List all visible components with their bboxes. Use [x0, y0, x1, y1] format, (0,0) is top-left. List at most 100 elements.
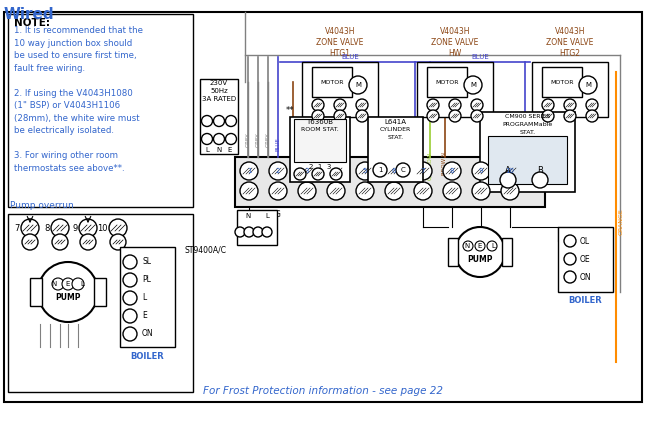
Text: L: L: [491, 243, 495, 249]
Circle shape: [52, 278, 64, 290]
Circle shape: [240, 162, 258, 180]
Circle shape: [472, 182, 490, 200]
Circle shape: [298, 182, 316, 200]
Circle shape: [262, 227, 272, 237]
Circle shape: [586, 99, 598, 111]
Circle shape: [214, 133, 225, 144]
Circle shape: [201, 116, 212, 127]
Circle shape: [564, 110, 576, 122]
Text: ROOM STAT.: ROOM STAT.: [301, 127, 339, 132]
Text: L641A: L641A: [384, 119, 406, 125]
Circle shape: [312, 110, 324, 122]
Text: BLUE: BLUE: [471, 54, 489, 60]
Text: 7: 7: [15, 224, 20, 233]
Circle shape: [327, 162, 345, 180]
Circle shape: [586, 110, 598, 122]
Circle shape: [123, 309, 137, 323]
Circle shape: [79, 219, 97, 237]
Text: V4043H
ZONE VALVE
HTG2: V4043H ZONE VALVE HTG2: [546, 27, 594, 58]
Circle shape: [464, 76, 482, 94]
Text: GREY: GREY: [245, 132, 250, 146]
Text: 230V
50Hz
3A RATED: 230V 50Hz 3A RATED: [202, 80, 236, 102]
Text: 5: 5: [363, 168, 367, 174]
Circle shape: [22, 234, 38, 250]
Text: STAT.: STAT.: [388, 135, 404, 140]
Circle shape: [80, 234, 96, 250]
Bar: [427, 67, 467, 97]
Circle shape: [62, 278, 74, 290]
Text: BOILER: BOILER: [569, 296, 602, 305]
Circle shape: [356, 99, 368, 111]
Text: L: L: [265, 213, 269, 219]
Text: G/YELLOW: G/YELLOW: [428, 152, 432, 180]
Text: L: L: [205, 147, 209, 153]
Circle shape: [226, 116, 237, 127]
Circle shape: [38, 262, 98, 322]
Bar: [237, 210, 277, 245]
Circle shape: [269, 182, 287, 200]
Text: N: N: [51, 281, 57, 287]
Circle shape: [235, 227, 245, 237]
Text: B: B: [537, 165, 543, 175]
Bar: [120, 247, 175, 347]
Text: PL: PL: [142, 276, 151, 284]
Circle shape: [201, 133, 212, 144]
Text: BLUE: BLUE: [341, 54, 359, 60]
Circle shape: [253, 227, 263, 237]
Bar: [290, 117, 350, 182]
Circle shape: [226, 133, 237, 144]
Text: G/YELLOW: G/YELLOW: [538, 152, 542, 180]
Text: ORANGE: ORANGE: [518, 124, 523, 150]
Text: 2  1  3: 2 1 3: [309, 164, 331, 170]
Circle shape: [427, 110, 439, 122]
Circle shape: [385, 162, 403, 180]
Text: BROWN: BROWN: [291, 142, 296, 163]
Bar: [94, 278, 106, 306]
Bar: [8, 14, 193, 207]
Bar: [235, 157, 545, 207]
Text: V4043H
ZONE VALVE
HTG1: V4043H ZONE VALVE HTG1: [316, 27, 364, 58]
Circle shape: [51, 219, 69, 237]
Circle shape: [214, 116, 225, 127]
Circle shape: [327, 182, 345, 200]
Circle shape: [396, 163, 410, 177]
Circle shape: [269, 162, 287, 180]
Text: 1. It is recommended that the
10 way junction box should
be used to ensure first: 1. It is recommended that the 10 way jun…: [14, 26, 143, 173]
Bar: [200, 79, 238, 154]
Bar: [294, 119, 346, 162]
Circle shape: [501, 162, 519, 180]
Text: MOTOR: MOTOR: [550, 79, 574, 84]
Circle shape: [123, 255, 137, 269]
Text: E: E: [478, 243, 482, 249]
Text: MOTOR: MOTOR: [320, 79, 344, 84]
Circle shape: [334, 110, 346, 122]
Bar: [312, 67, 352, 97]
Circle shape: [52, 234, 68, 250]
Circle shape: [414, 162, 432, 180]
Text: For Frost Protection information - see page 22: For Frost Protection information - see p…: [203, 386, 443, 396]
Circle shape: [471, 110, 483, 122]
Text: ORANGE: ORANGE: [619, 208, 624, 235]
Text: 10: 10: [98, 224, 108, 233]
Text: 10: 10: [505, 168, 514, 174]
Text: C: C: [400, 167, 406, 173]
Text: ON: ON: [580, 273, 591, 281]
Circle shape: [123, 291, 137, 305]
Text: BROW N: BROW N: [443, 152, 448, 175]
Text: SL: SL: [142, 257, 151, 267]
Circle shape: [385, 182, 403, 200]
Circle shape: [455, 227, 505, 277]
Text: N: N: [216, 147, 221, 153]
Circle shape: [501, 182, 519, 200]
Bar: [302, 62, 378, 117]
Text: ON: ON: [142, 330, 153, 338]
Text: ORANGE: ORANGE: [500, 119, 505, 145]
Text: 9: 9: [479, 168, 483, 174]
Circle shape: [475, 241, 485, 251]
Text: PROGRAMMable: PROGRAMMable: [502, 122, 553, 127]
Text: L: L: [142, 293, 146, 303]
Text: 6: 6: [391, 168, 396, 174]
Text: N: N: [245, 213, 250, 219]
Circle shape: [298, 162, 316, 180]
Text: GREY: GREY: [256, 132, 261, 146]
